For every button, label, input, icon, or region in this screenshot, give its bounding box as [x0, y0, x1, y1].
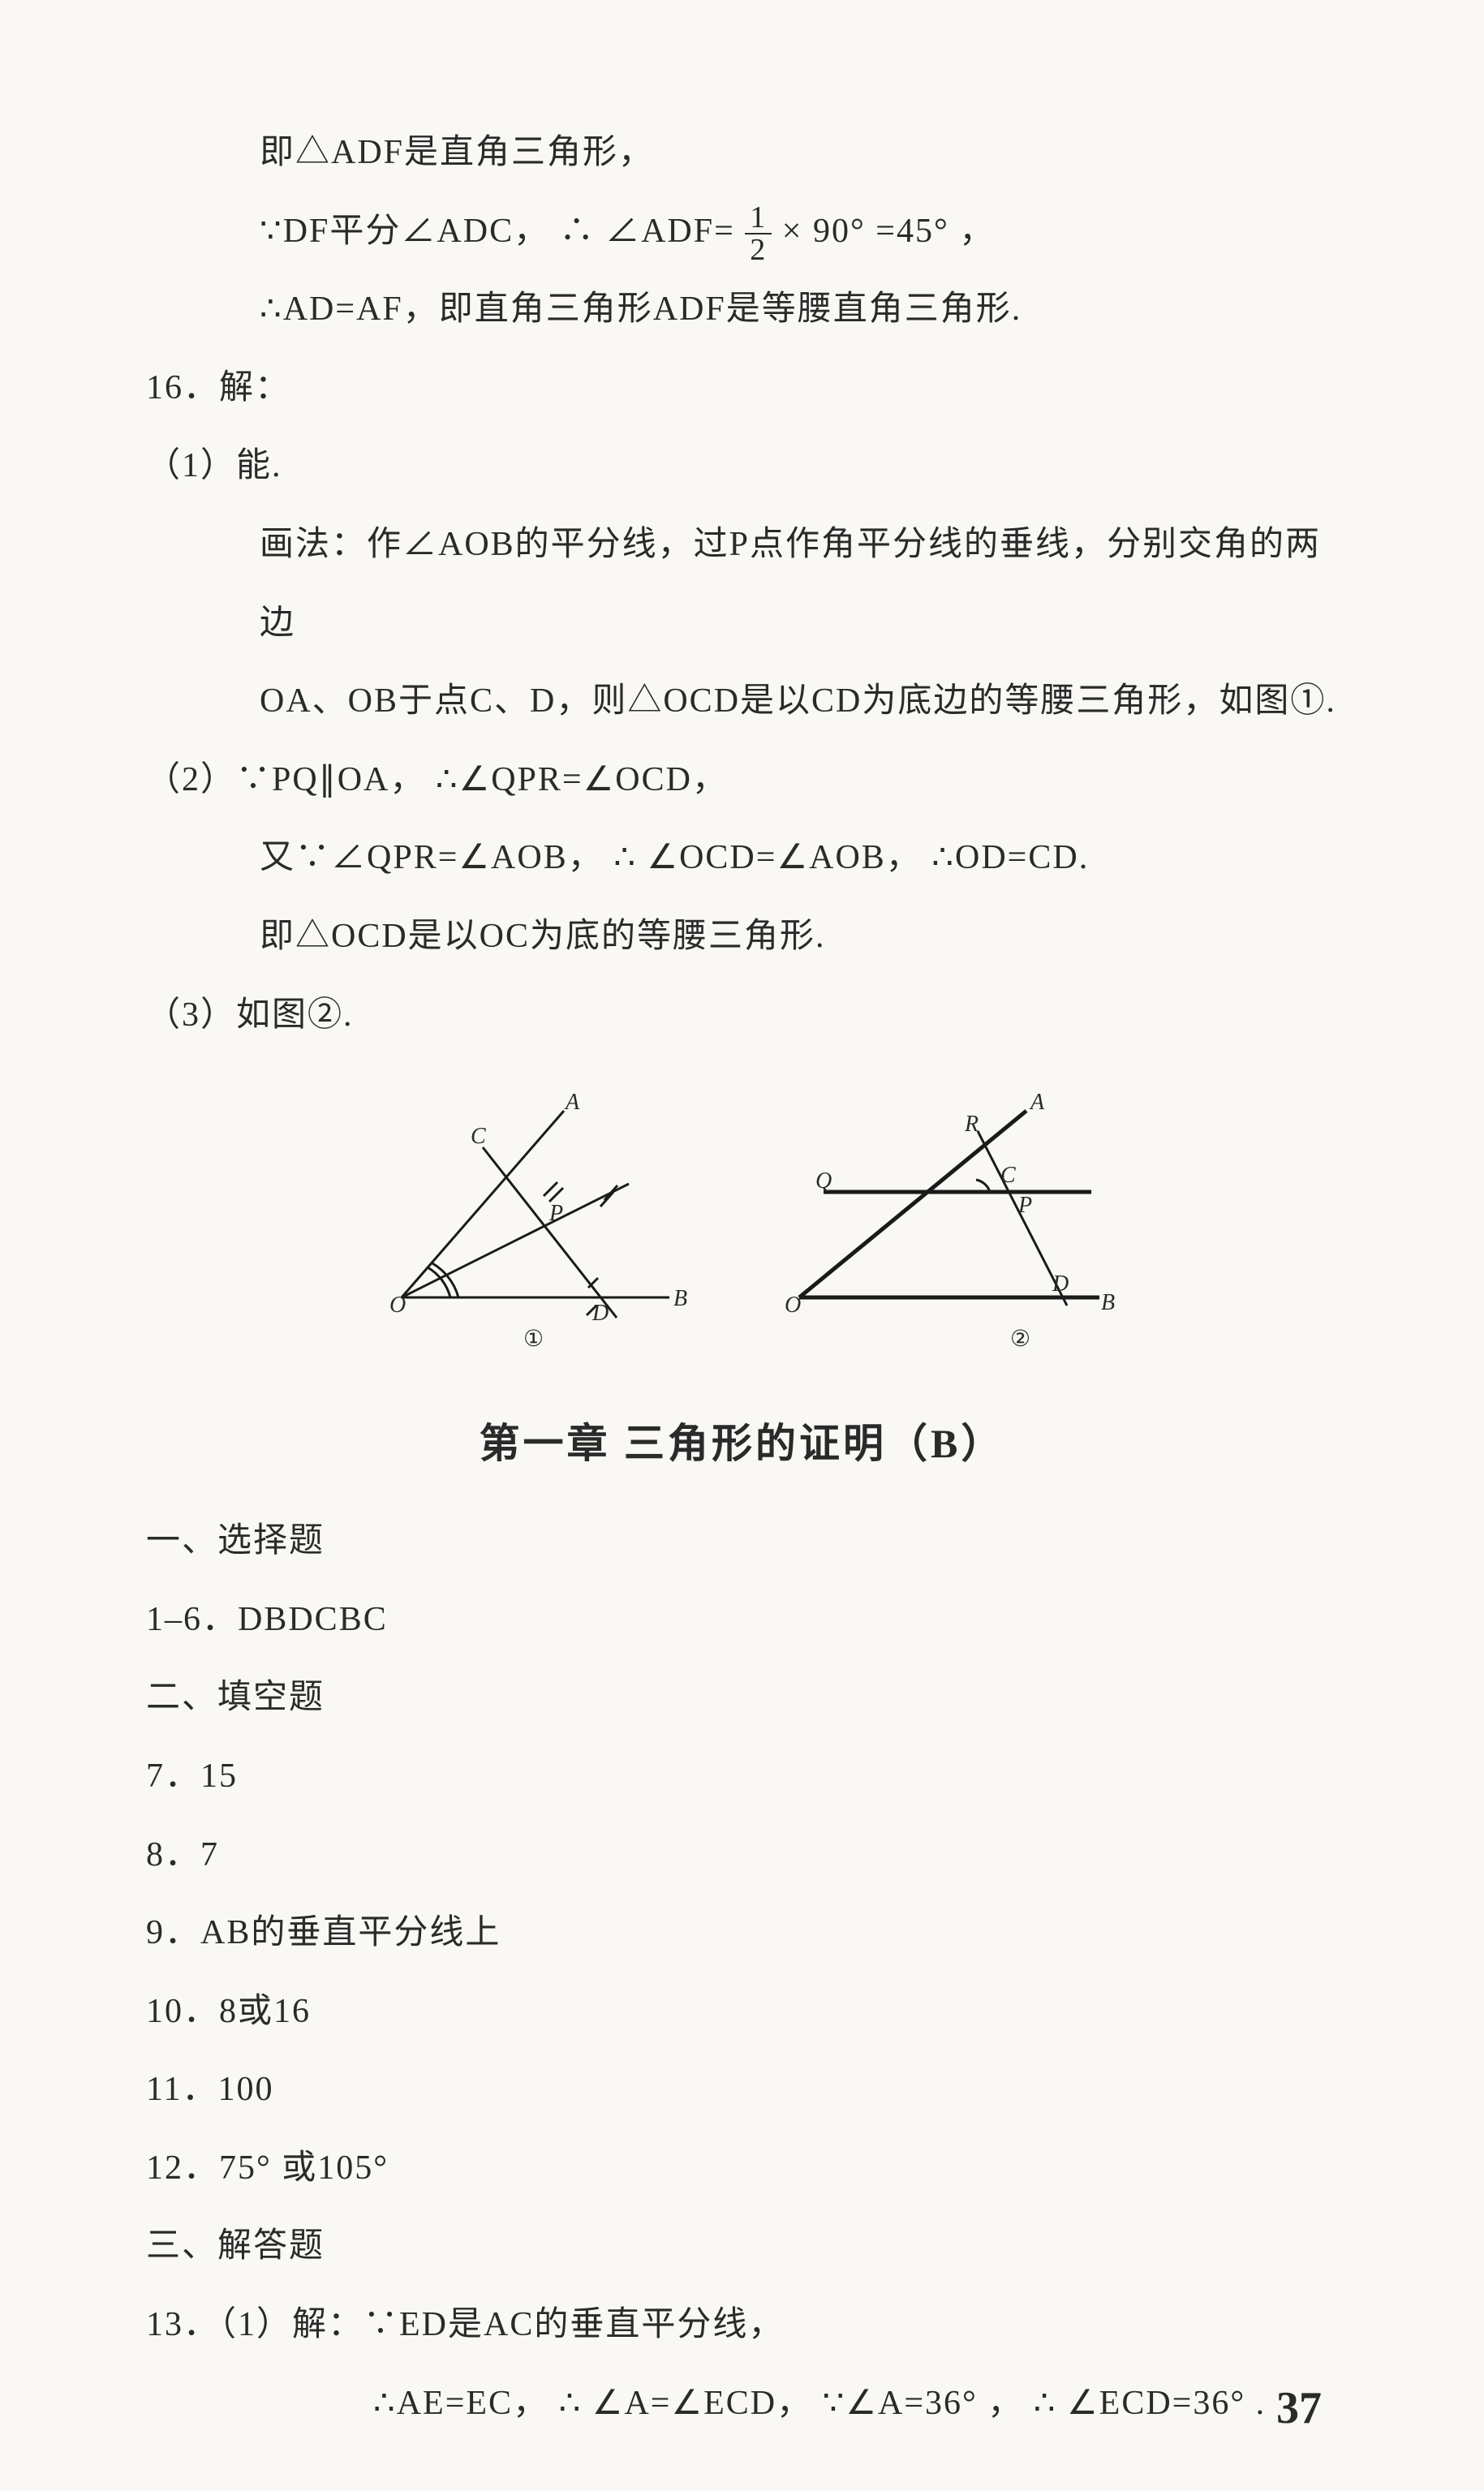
label-C: C	[471, 1124, 486, 1149]
answer-9: 9．AB的垂直平分线上	[146, 1894, 1338, 1973]
section-3-head: 三、解答题	[146, 2207, 1338, 2286]
answer-13a: 13．（1）解：∵ED是AC的垂直平分线，	[146, 2286, 1338, 2364]
answers-1-6: 1–6．DBDCBC	[146, 1581, 1338, 1659]
text-fragment: ∵DF平分∠ADC， ∴ ∠ADF=	[260, 213, 735, 250]
figure-2-label: ②	[1010, 1327, 1030, 1352]
page-number: 37	[1276, 2382, 1322, 2434]
label-P: P	[548, 1201, 563, 1226]
text-line: 又∵∠QPR=∠AOB， ∴ ∠OCD=∠AOB， ∴OD=CD.	[146, 819, 1338, 897]
fraction-denominator: 2	[745, 234, 772, 265]
figure-2: O A B Q R C P D ②	[767, 1086, 1124, 1362]
text-line: ∵DF平分∠ADC， ∴ ∠ADF= 1 2 × 90° =45° ，	[146, 192, 1338, 271]
fraction: 1 2	[745, 202, 772, 265]
answer-13b: ∴AE=EC， ∴ ∠A=∠ECD， ∵∠A=36° ， ∴ ∠ECD=36° …	[146, 2364, 1338, 2443]
fraction-numerator: 1	[745, 202, 772, 234]
label-A: A	[564, 1090, 580, 1115]
text-line: 画法：作∠AOB的平分线，过P点作角平分线的垂线，分别交角的两边	[146, 506, 1338, 662]
page: 即△ADF是直角三角形， ∵DF平分∠ADC， ∴ ∠ADF= 1 2 × 90…	[0, 0, 1484, 2491]
answer-7: 7．15	[146, 1737, 1338, 1816]
section-2-head: 二、填空题	[146, 1659, 1338, 1737]
label-O: O	[785, 1293, 801, 1318]
label-P: P	[1017, 1193, 1032, 1218]
label-Q: Q	[815, 1168, 832, 1194]
text-fragment: × 90° =45° ，	[782, 213, 995, 250]
text-line: 即△OCD是以OC为底的等腰三角形.	[146, 897, 1338, 976]
text-line: （2）∵PQ∥OA， ∴∠QPR=∠OCD，	[146, 741, 1338, 820]
text-line: 即△ADF是直角三角形，	[146, 114, 1338, 192]
figures-row: O A B C D P ① O A B	[146, 1086, 1338, 1362]
answer-12: 12．75° 或105°	[146, 2129, 1338, 2208]
answer-10: 10．8或16	[146, 1973, 1338, 2051]
answer-8: 8．7	[146, 1816, 1338, 1895]
label-B: B	[673, 1286, 687, 1311]
problem-16-head: 16．解：	[146, 349, 1338, 428]
label-B: B	[1101, 1290, 1115, 1315]
figure-1: O A B C D P ①	[361, 1086, 702, 1362]
section-1-head: 一、选择题	[146, 1502, 1338, 1581]
label-O: O	[389, 1293, 406, 1318]
figure-1-label: ①	[523, 1327, 544, 1352]
label-D: D	[1052, 1271, 1069, 1297]
text-line: OA、OB于点C、D，则△OCD是以CD为底边的等腰三角形，如图①.	[146, 662, 1338, 741]
label-A: A	[1029, 1090, 1045, 1115]
label-D: D	[591, 1301, 609, 1326]
label-R: R	[964, 1112, 979, 1137]
text-line: （3）如图②.	[146, 976, 1338, 1055]
text-line: ∴AD=AF，即直角三角形ADF是等腰直角三角形.	[146, 270, 1338, 349]
answer-11: 11．100	[146, 2050, 1338, 2129]
label-C: C	[1000, 1163, 1016, 1188]
text-line: （1）能.	[146, 427, 1338, 506]
chapter-title: 第一章 三角形的证明（B）	[146, 1411, 1338, 1469]
